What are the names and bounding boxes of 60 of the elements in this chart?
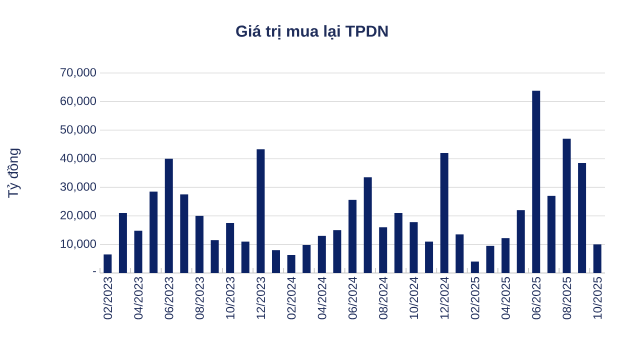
bar bbox=[516, 210, 525, 273]
bar bbox=[410, 222, 418, 273]
x-tick-label: 04/2023 bbox=[134, 277, 143, 320]
bar bbox=[502, 238, 510, 273]
bar bbox=[302, 245, 311, 273]
x-tick-label: 02/2023 bbox=[103, 277, 112, 320]
bar bbox=[486, 246, 494, 273]
x-tick-label: 06/2025 bbox=[532, 277, 541, 320]
y-tick-label: 40,000 bbox=[60, 154, 96, 164]
chart-title: Giá trị mua lại TPDN bbox=[236, 24, 388, 40]
x-tick-label: 10/2023 bbox=[226, 277, 234, 319]
x-tick-label: 08/2025 bbox=[562, 277, 572, 320]
y-tick-label: 50,000 bbox=[60, 125, 96, 136]
bar bbox=[318, 236, 326, 273]
bar bbox=[578, 163, 586, 273]
x-tick-label: 06/2024 bbox=[348, 276, 357, 320]
bar bbox=[287, 255, 296, 273]
x-tick-label: 10/2025 bbox=[592, 277, 602, 319]
x-tick-label: 10/2024 bbox=[409, 276, 418, 319]
bar bbox=[256, 149, 265, 273]
x-tick-label: 04/2025 bbox=[501, 277, 510, 320]
bar bbox=[532, 90, 540, 273]
y-axis-title: Tỷ đồng bbox=[7, 148, 21, 198]
x-tick-label: 08/2023 bbox=[195, 277, 204, 320]
bar bbox=[134, 230, 142, 273]
bar bbox=[118, 213, 127, 273]
bar bbox=[379, 227, 388, 273]
x-tick-label: 12/2024 bbox=[440, 276, 449, 319]
y-tick-label: 10,000 bbox=[60, 239, 96, 250]
bar bbox=[547, 196, 556, 273]
bar bbox=[440, 153, 448, 273]
bar bbox=[272, 250, 280, 273]
y-tick-label: 30,000 bbox=[60, 182, 96, 192]
bar bbox=[226, 223, 234, 273]
bar bbox=[150, 192, 158, 273]
bar bbox=[593, 244, 602, 273]
bar bbox=[180, 194, 188, 273]
bar bbox=[425, 242, 434, 273]
bar bbox=[333, 230, 342, 273]
bar bbox=[195, 216, 204, 273]
bar bbox=[394, 213, 402, 273]
y-tick-label: 70,000 bbox=[60, 68, 96, 78]
x-tick-label: 02/2024 bbox=[286, 276, 296, 320]
bar bbox=[210, 240, 219, 273]
bar bbox=[104, 254, 112, 273]
y-tick-label: - bbox=[93, 271, 96, 272]
y-tick-label: 20,000 bbox=[60, 210, 96, 221]
bar bbox=[364, 177, 372, 273]
bar bbox=[562, 138, 571, 273]
bar bbox=[241, 242, 250, 273]
x-tick-label: 08/2024 bbox=[378, 276, 388, 320]
bar bbox=[470, 262, 479, 273]
bar bbox=[456, 234, 464, 273]
x-tick-label: 12/2023 bbox=[256, 277, 266, 319]
x-tick-label: 04/2024 bbox=[318, 276, 326, 320]
x-tick-label: 02/2025 bbox=[470, 277, 480, 320]
x-tick-label: 06/2023 bbox=[164, 277, 174, 320]
bar bbox=[348, 200, 357, 273]
bar bbox=[164, 158, 173, 273]
y-tick-label: 60,000 bbox=[60, 96, 96, 107]
